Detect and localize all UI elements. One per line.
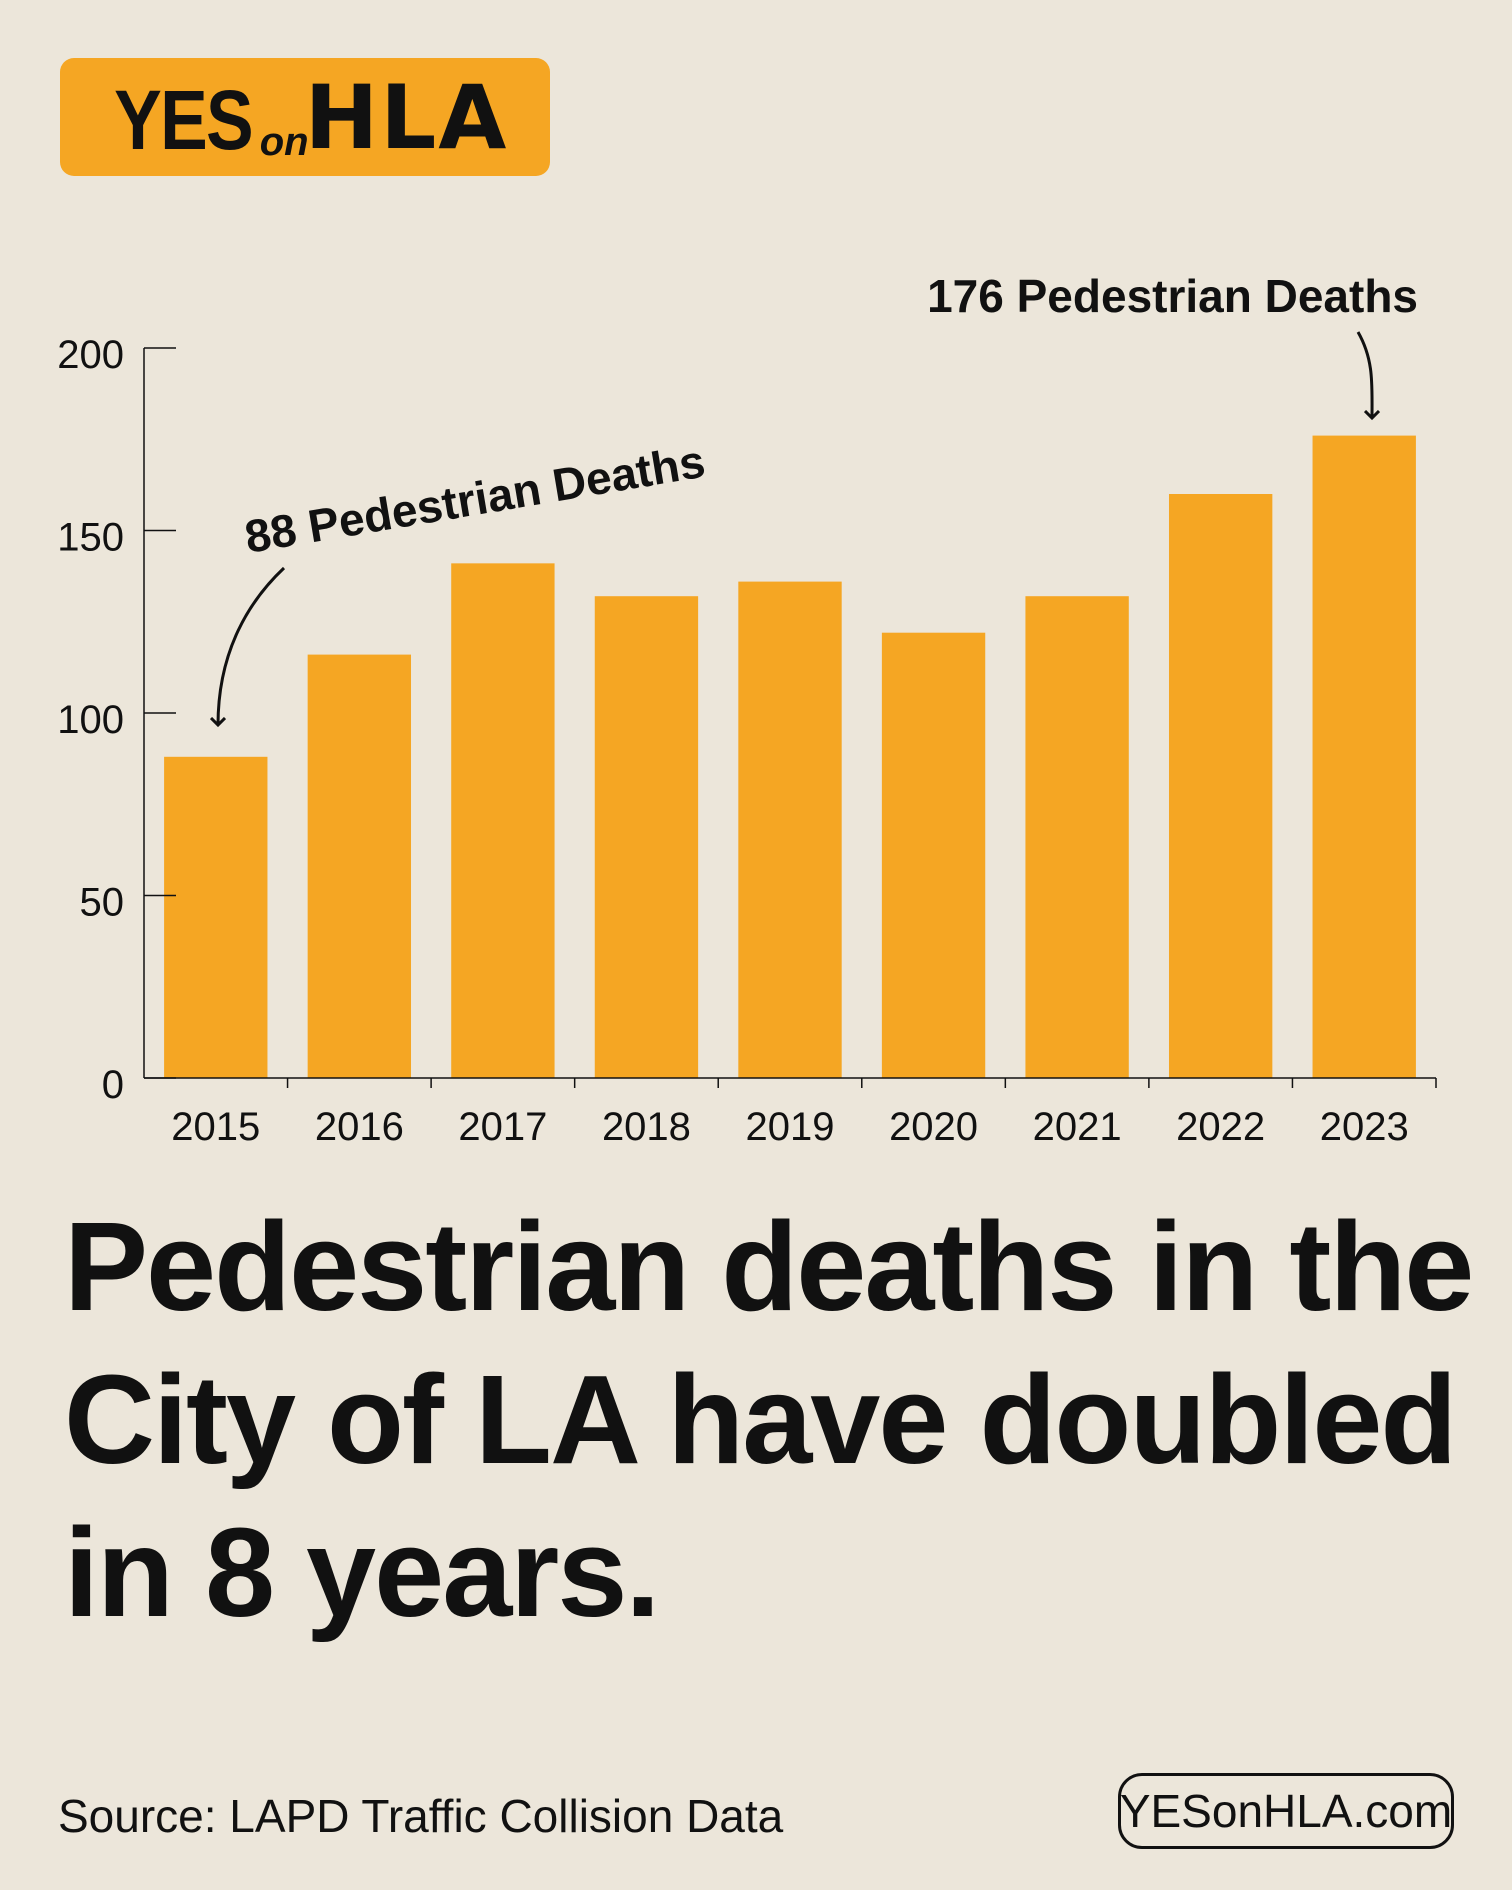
headline-line-2: City of LA have doubled bbox=[64, 1349, 1457, 1490]
bar-2017 bbox=[451, 563, 555, 1078]
bar-chart: 2015 2016 2017 2018 2019 2020 2021 2022 2023 0 50 1… bbox=[57, 270, 1437, 1149]
logo-on-text: on bbox=[259, 120, 309, 164]
y-tick-label-50: 50 bbox=[80, 881, 125, 925]
x-tick-label-2021: 2021 bbox=[1033, 1105, 1122, 1149]
x-tick-label-2016: 2016 bbox=[315, 1105, 404, 1149]
annotation-2015-arrow bbox=[218, 566, 286, 725]
x-tick-label-2020: 2020 bbox=[889, 1105, 978, 1149]
headline-line-1: Pedestrian deaths in the bbox=[64, 1196, 1474, 1337]
x-tick-label-2023: 2023 bbox=[1320, 1105, 1409, 1149]
bar-2021 bbox=[1025, 596, 1129, 1078]
bar-2023 bbox=[1312, 435, 1416, 1079]
annotation-2023-arrow bbox=[1356, 331, 1372, 418]
logo-yes-text: YES bbox=[113, 73, 253, 167]
y-tick-label-150: 150 bbox=[57, 516, 124, 560]
x-tick-label-2019: 2019 bbox=[746, 1105, 835, 1149]
source-note: Source: LAPD Traffic Collision Data bbox=[58, 1790, 784, 1842]
y-tick-label-100: 100 bbox=[57, 698, 124, 742]
logo-hla-text: HLA bbox=[304, 66, 509, 169]
bars-group bbox=[164, 435, 1416, 1079]
x-tick-label-2022: 2022 bbox=[1176, 1105, 1265, 1149]
bar-2020 bbox=[881, 632, 986, 1078]
y-tick-label-0: 0 bbox=[102, 1063, 124, 1107]
bar-2022 bbox=[1168, 494, 1273, 1078]
y-tick-label-200: 200 bbox=[57, 333, 124, 377]
x-tick-label-2015: 2015 bbox=[171, 1105, 260, 1149]
x-tick-label-2017: 2017 bbox=[458, 1105, 547, 1149]
axes-group: 2015 2016 2017 2018 2019 2020 2021 2022 2023 0 50 1… bbox=[57, 333, 1437, 1149]
annotation-2015-label: 88 Pedestrian Deaths bbox=[241, 435, 709, 563]
bar-2018 bbox=[594, 596, 699, 1078]
bar-2015 bbox=[164, 756, 268, 1078]
bar-2016 bbox=[307, 654, 412, 1078]
brand-logo: YES on HLA bbox=[60, 58, 550, 176]
bar-2019 bbox=[738, 581, 842, 1078]
annotation-2023-label: 176 Pedestrian Deaths bbox=[927, 270, 1418, 322]
headline-line-3: in 8 years. bbox=[64, 1502, 660, 1643]
x-tick-label-2018: 2018 bbox=[602, 1105, 691, 1149]
headline: Pedestrian deaths in the City of LA have… bbox=[64, 1190, 1484, 1649]
website-link[interactable]: YESonHLA.com bbox=[1118, 1773, 1454, 1849]
